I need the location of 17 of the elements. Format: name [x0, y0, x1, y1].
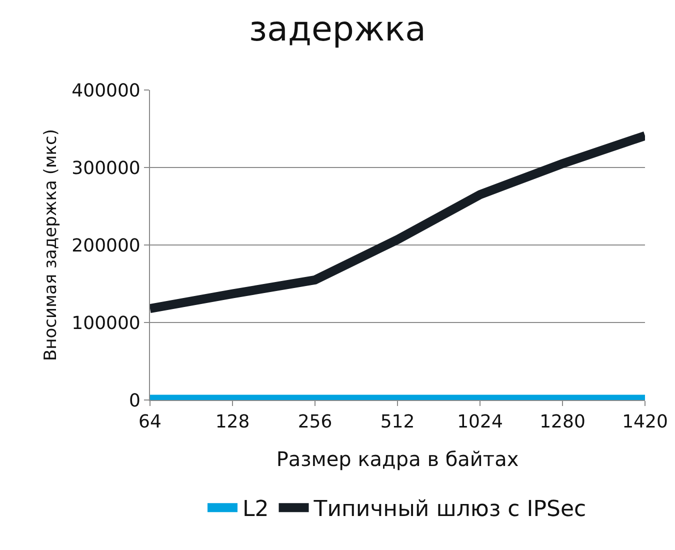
y-tick-label: 400000 [72, 80, 140, 102]
y-tick-label: 200000 [72, 235, 140, 256]
x-tick-label: 1420 [622, 412, 668, 433]
x-tick-label: 128 [215, 412, 250, 433]
chart-title: задержка [249, 9, 426, 50]
x-tick-label: 64 [138, 412, 162, 433]
y-axis-title: Вносимая задержка (мкс) [41, 128, 62, 362]
x-tick-label: 1280 [540, 412, 586, 433]
x-tick-label: 256 [298, 412, 332, 433]
legend-label: Типичный шлюз с IPSec [312, 497, 586, 522]
y-tick-label: 300000 [72, 158, 140, 179]
y-tick-label: 0 [128, 390, 140, 412]
y-tick-label: 100000 [72, 312, 140, 334]
x-axis-title: Размер кадра в байтах [276, 447, 519, 472]
legend-label: L2 [242, 497, 269, 522]
x-tick-label: 512 [380, 412, 415, 433]
x-tick-label: 1024 [457, 412, 503, 433]
